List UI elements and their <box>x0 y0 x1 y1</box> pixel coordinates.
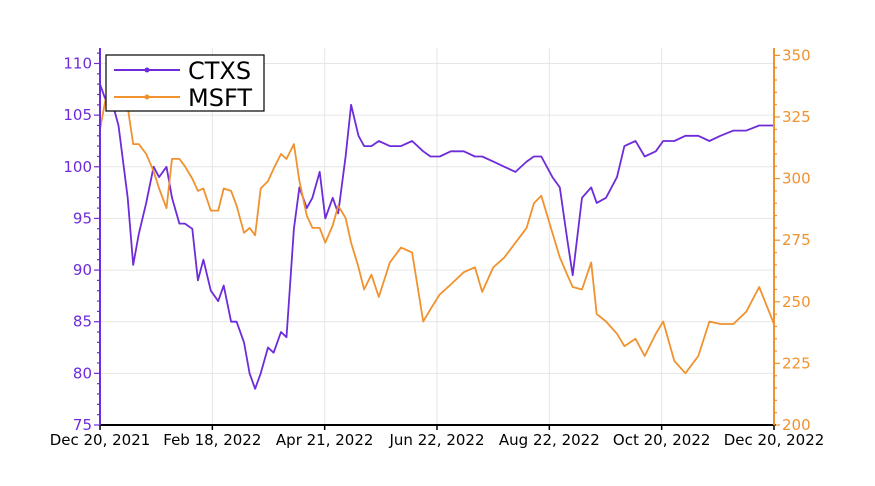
x-tick-label: Oct 20, 2022 <box>613 431 711 449</box>
series-line-ctxs <box>99 83 774 390</box>
grid <box>99 48 775 426</box>
right-y-tick-label: 350 <box>782 46 811 64</box>
right-y-tick-label: 225 <box>782 354 811 372</box>
x-tick-label: Dec 20, 2022 <box>724 431 825 449</box>
legend-marker-ctxs <box>144 67 150 73</box>
right-y-tick-label: 300 <box>782 170 811 188</box>
x-tick-label: Feb 18, 2022 <box>163 431 261 449</box>
x-tick-label: Dec 20, 2021 <box>50 431 151 449</box>
right-y-tick-label: 325 <box>782 108 811 126</box>
legend-label-msft: MSFT <box>188 84 252 112</box>
legend-box <box>105 54 265 112</box>
series-line-msft <box>99 71 775 375</box>
left-y-tick-label: 110 <box>63 54 92 72</box>
right-y-tick-label: 250 <box>782 293 811 311</box>
x-tick-label: Aug 22, 2022 <box>499 431 600 449</box>
left-y-tick-label: 105 <box>63 106 92 124</box>
legend-label-ctxs: CTXS <box>188 57 251 85</box>
right-y-tick-label: 275 <box>782 231 811 249</box>
x-tick-label: Apr 21, 2022 <box>276 431 374 449</box>
left-y-tick-label: 80 <box>73 364 92 382</box>
x-tick-label: Jun 22, 2022 <box>388 431 484 449</box>
left-y-tick-label: 85 <box>73 313 92 331</box>
left-y-tick-label: 100 <box>63 158 92 176</box>
axes: Dec 20, 2021 Feb 18, 2022 Apr 21, 2022 Jun … <box>50 46 825 449</box>
left-y-tick-label: 95 <box>73 209 92 227</box>
series-lines <box>99 71 775 390</box>
left-y-tick-label: 90 <box>73 261 92 279</box>
left-y-tick-label: 75 <box>73 416 92 434</box>
right-y-tick-label: 200 <box>782 416 811 434</box>
legend-marker-msft <box>144 94 150 100</box>
